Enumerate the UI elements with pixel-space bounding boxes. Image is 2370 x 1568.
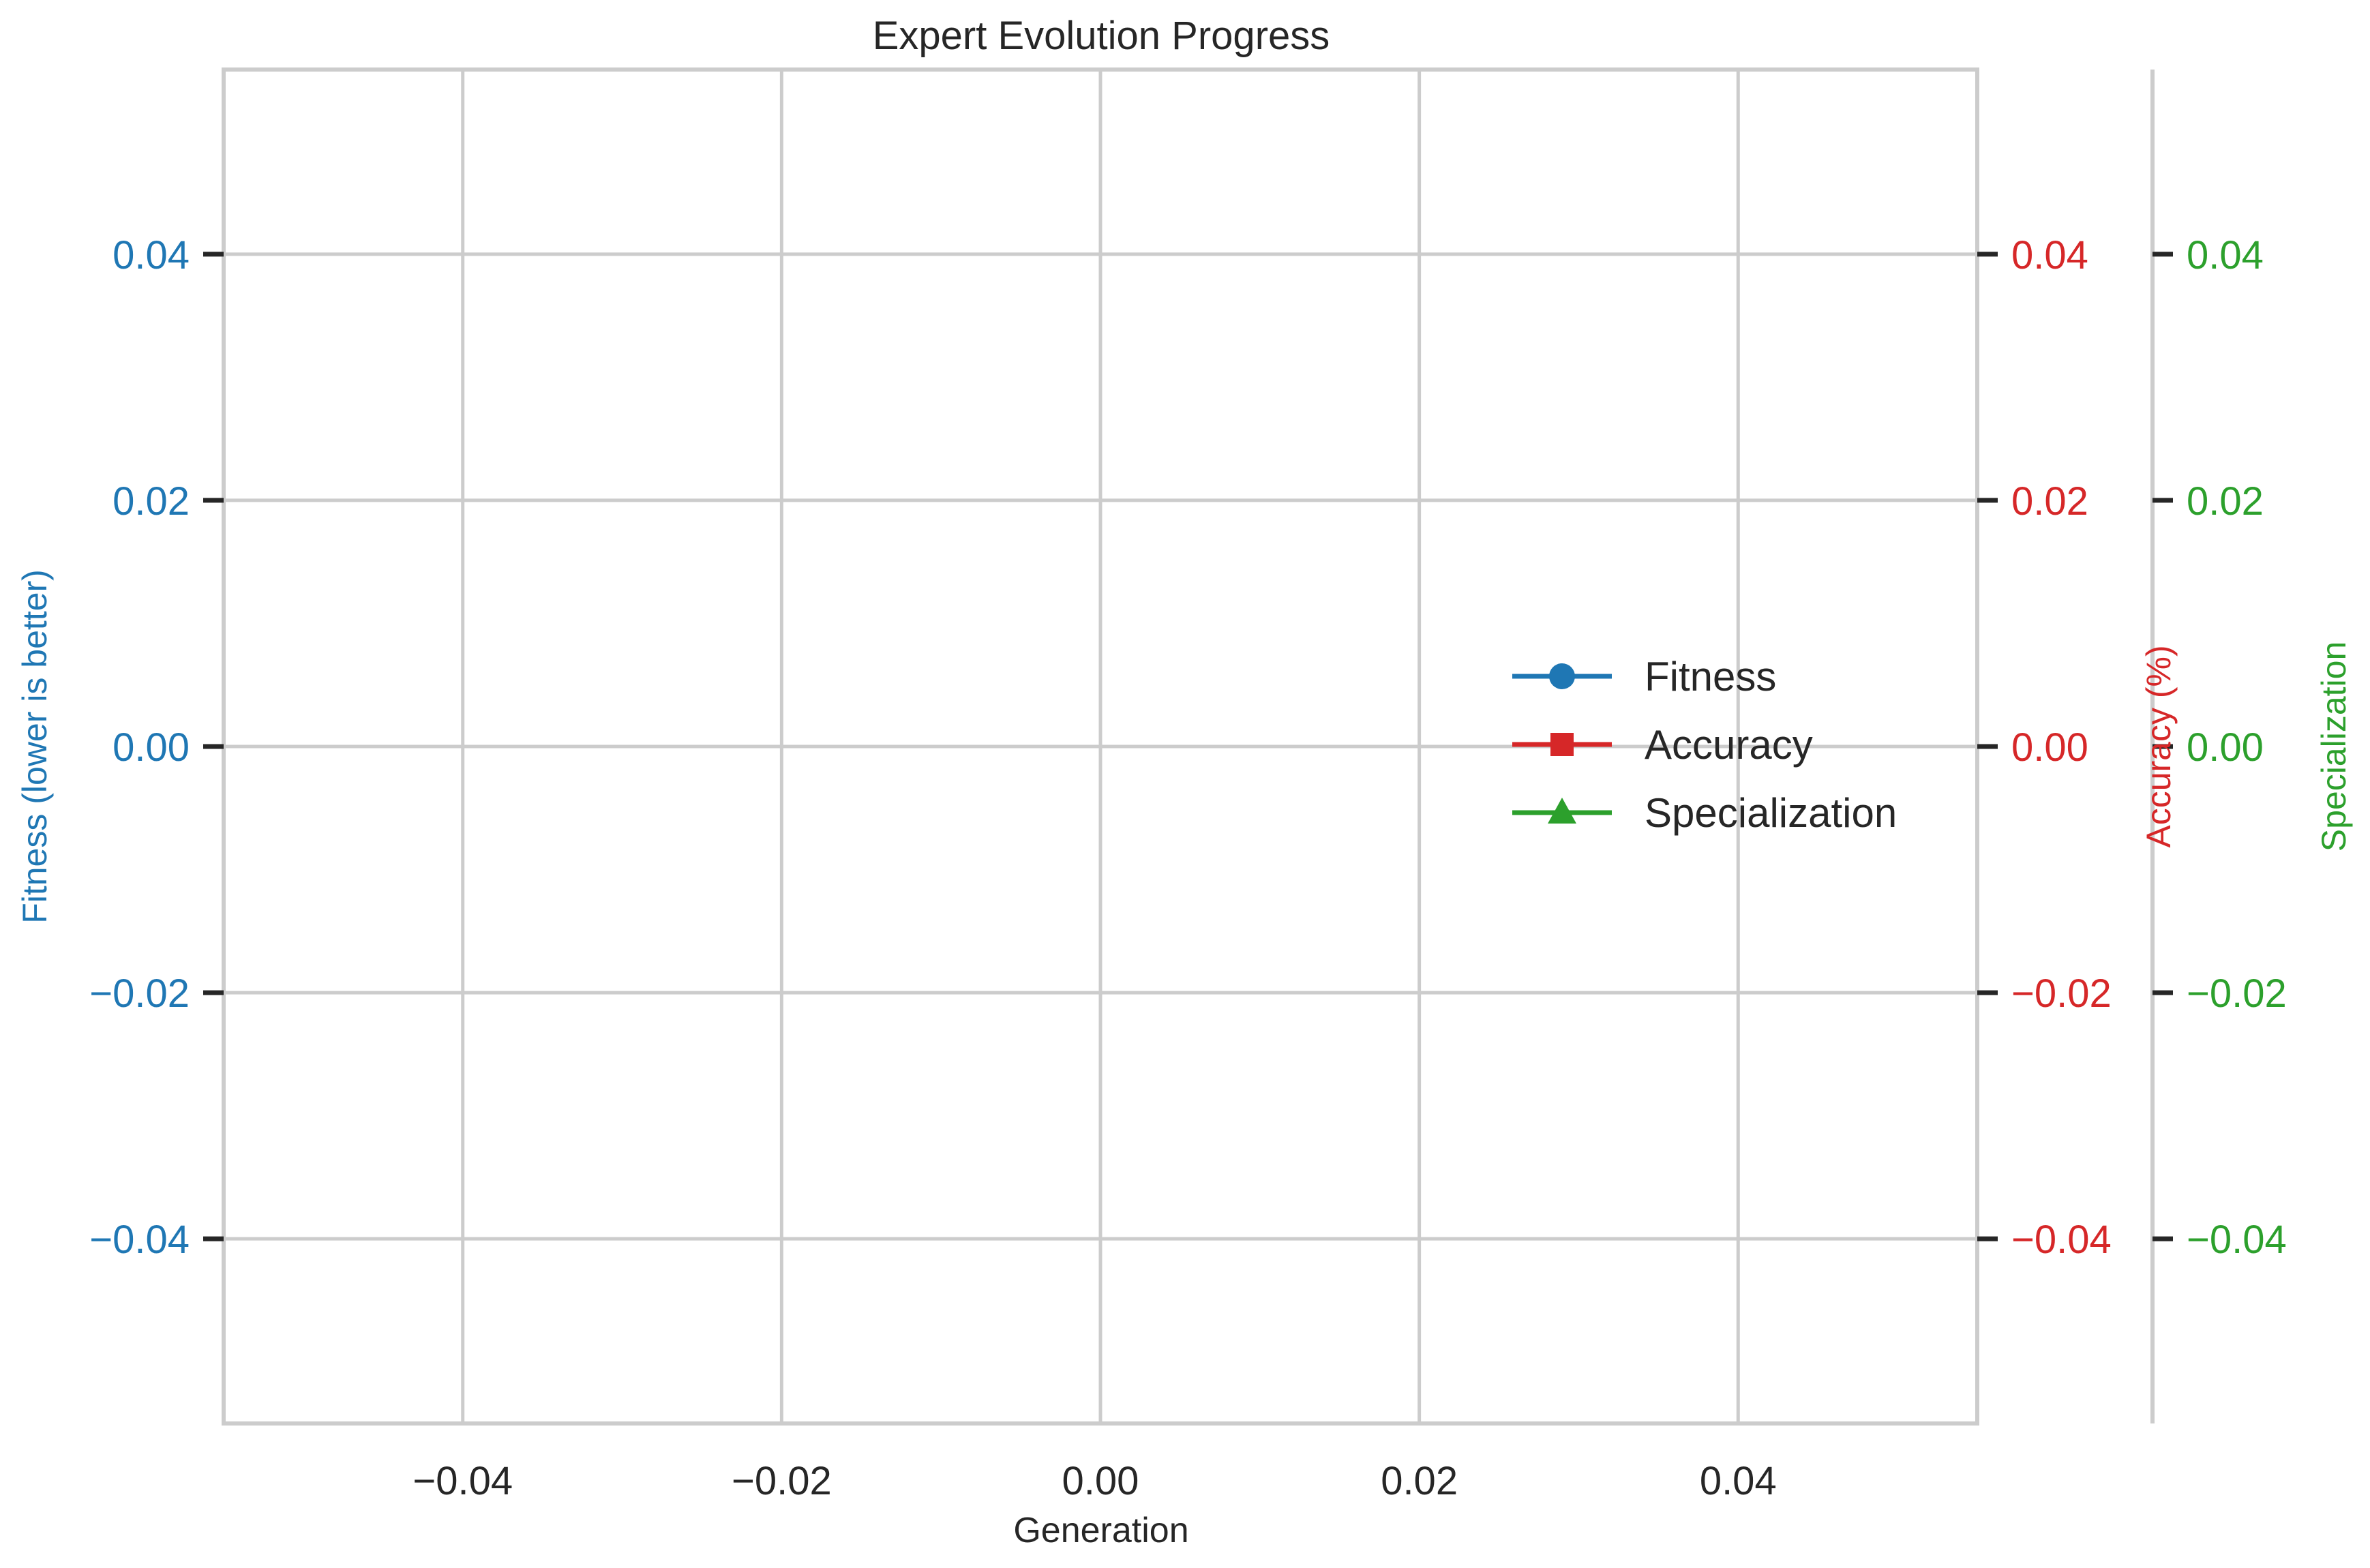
accuracy-tick-label: −0.02 [2011,971,2112,1016]
accuracy-tick-label: 0.04 [2011,233,2088,277]
specialization-axis-ticks: 0.04 0.02 0.00 −0.02 −0.04 [2152,233,2287,1262]
chart-title: Expert Evolution Progress [873,14,1330,58]
legend: Fitness Accuracy Specialization [1512,654,1897,836]
accuracy-tick-label: 0.00 [2011,725,2088,770]
fitness-tick-label: 0.00 [112,725,190,770]
fitness-tick-label: 0.04 [112,233,190,277]
specialization-tick-label: −0.04 [2187,1218,2287,1262]
x-tick-label: −0.04 [412,1459,513,1503]
x-tick-label: 0.00 [1062,1459,1139,1503]
legend-label-fitness: Fitness [1645,654,1776,699]
accuracy-tick-label: 0.02 [2011,479,2088,524]
fitness-axis-label: Fitness (lower is better) [16,569,54,924]
legend-label-accuracy: Accuracy [1645,722,1813,768]
x-tick-label: 0.02 [1381,1459,1458,1503]
accuracy-axis-ticks: 0.04 0.02 0.00 −0.02 −0.04 [1977,233,2112,1262]
fitness-tick-label: −0.04 [89,1218,190,1262]
fitness-tick-label: 0.02 [112,479,190,524]
legend-marker-fitness [1549,663,1575,689]
legend-label-specialization: Specialization [1645,790,1897,836]
x-tick-label: −0.02 [732,1459,832,1503]
specialization-tick-label: 0.00 [2187,725,2264,770]
fitness-axis-ticks: 0.04 0.02 0.00 −0.02 −0.04 [89,233,224,1262]
accuracy-tick-label: −0.04 [2011,1218,2112,1262]
x-tick-label: 0.04 [1700,1459,1777,1503]
legend-marker-accuracy [1550,733,1574,756]
specialization-tick-label: −0.02 [2187,971,2287,1016]
specialization-axis-label: Specialization [2315,642,2353,852]
grid-lines [224,70,1977,1423]
legend-marker-specialization [1548,798,1576,824]
accuracy-axis-label: Accuracy (%) [2140,645,2178,847]
x-axis-label: Generation [1013,1511,1188,1550]
fitness-tick-label: −0.02 [89,971,190,1016]
x-axis-ticks: −0.04 −0.02 0.00 0.02 0.04 [412,1459,1776,1503]
specialization-tick-label: 0.02 [2187,479,2264,524]
specialization-tick-label: 0.04 [2187,233,2264,277]
